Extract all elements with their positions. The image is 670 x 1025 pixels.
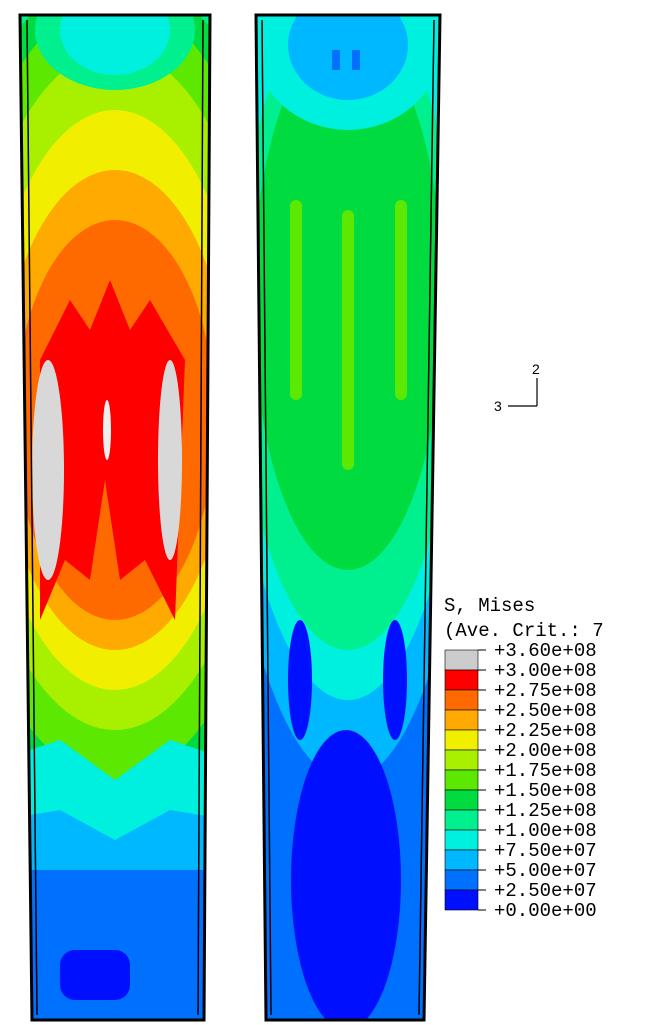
legend-label: +2.00e+08 [494,740,597,762]
legend-label: +1.50e+08 [494,780,597,802]
legend-label: +5.00e+07 [494,860,597,882]
legend-swatch [445,750,478,770]
legend-label: +0.00e+00 [494,900,597,922]
legend-title: S, Mises [444,595,535,617]
legend-label: +3.00e+08 [494,660,597,682]
legend-label: +2.50e+08 [494,700,597,722]
legend-label: +2.50e+07 [494,880,597,902]
legend-swatch [445,770,478,790]
legend-label: +7.50e+07 [494,840,597,862]
triad-label: 3 [494,398,502,414]
triad-label: 2 [532,361,540,377]
legend-swatch [445,850,478,870]
legend-subtitle: (Ave. Crit.: 7 [444,620,604,642]
legend-swatch [445,870,478,890]
legend-swatch [445,730,478,750]
legend-label: +3.60e+08 [494,640,597,662]
legend-swatch [445,830,478,850]
legend-label: +1.25e+08 [494,800,597,822]
triad: 2 3 [494,361,540,414]
legend-swatch [445,890,478,910]
legend-swatch [445,650,478,670]
legend: S, Mises (Ave. Crit.: 7 +3.60e+08+3.00e+… [444,595,604,922]
legend-swatch [445,710,478,730]
legend-swatch [445,690,478,710]
figure: 2 3 S, Mises (Ave. Crit.: 7 +3.60e+08+3.… [0,0,670,1025]
legend-label: +1.00e+08 [494,820,597,842]
legend-label: +2.75e+08 [494,680,597,702]
legend-swatch [445,790,478,810]
legend-label: +2.25e+08 [494,720,597,742]
legend-label: +1.75e+08 [494,760,597,782]
legend-swatch [445,810,478,830]
legend-swatch [445,670,478,690]
